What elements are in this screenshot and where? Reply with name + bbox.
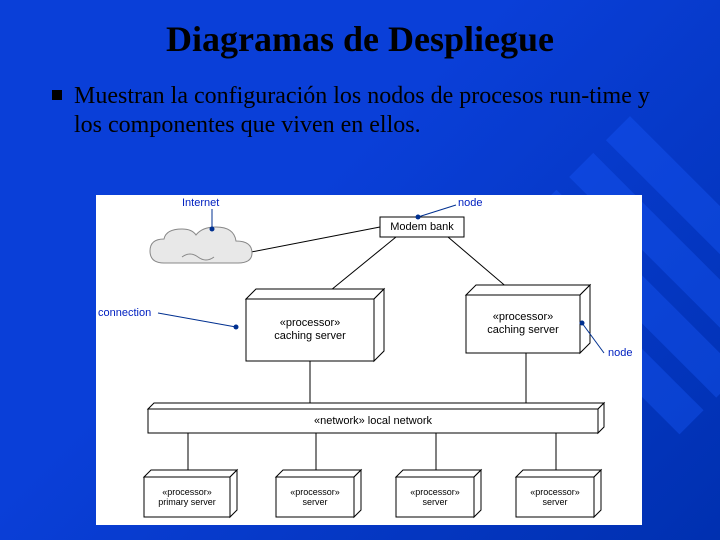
label-node-2: node <box>608 347 632 359</box>
label-node-1: node <box>458 197 482 209</box>
node-modem-bank: Modem bank <box>380 221 464 234</box>
node-server-4: «processor»server <box>516 487 594 508</box>
node-caching-server-2: «processor»caching server <box>466 311 580 336</box>
label-internet: Internet <box>182 197 219 209</box>
node-caching-server-1: «processor»caching server <box>246 317 374 342</box>
slide: Diagramas de Despliegue Muestran la conf… <box>0 0 720 540</box>
label-connection: connection <box>98 307 151 319</box>
node-server-3: «processor»server <box>396 487 474 508</box>
bullet-marker-icon <box>52 90 62 100</box>
node-primary-server: «processor»primary server <box>144 487 230 508</box>
bullet-row: Muestran la configuración los nodos de p… <box>74 82 680 141</box>
deployment-diagram: Internet node connection node Modem bank… <box>96 195 642 525</box>
slide-title: Diagramas de Despliegue <box>0 18 720 60</box>
node-server-2: «processor»server <box>276 487 354 508</box>
bullet-text: Muestran la configuración los nodos de p… <box>74 83 650 138</box>
node-local-network: «network» local network <box>148 415 598 428</box>
callouts-layer <box>96 195 642 525</box>
